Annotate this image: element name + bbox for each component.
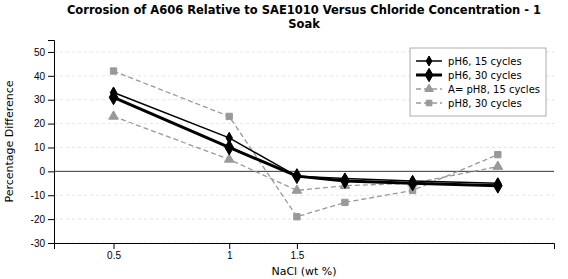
tick-mark <box>48 147 54 148</box>
marker <box>493 161 503 169</box>
marker <box>409 175 415 186</box>
x-axis: 0.5 1 1.5 <box>55 243 555 261</box>
tick-mark <box>48 124 54 125</box>
marker <box>495 151 501 157</box>
tick: 20 <box>34 118 54 129</box>
marker <box>226 132 232 143</box>
tick-label: 10 <box>34 142 46 153</box>
legend: pH6, 15 cycles pH6, 30 cycles A= pH8, 15 c… <box>410 48 546 116</box>
tick-label: 50 <box>34 47 46 58</box>
legend-label: pH8, 30 cycles <box>448 98 522 109</box>
tick: 1 <box>227 243 233 261</box>
marker <box>342 173 348 184</box>
tick-mark <box>229 243 230 249</box>
marker <box>293 169 302 184</box>
legend-item: pH8, 30 cycles <box>416 98 522 109</box>
tick-label: -10 <box>31 190 46 201</box>
series <box>109 111 503 193</box>
marker <box>408 176 417 191</box>
marker <box>226 113 232 119</box>
tick-label: 1 <box>227 250 233 261</box>
marker <box>110 87 116 98</box>
grid-line <box>54 195 554 196</box>
tick-label: 0 <box>39 166 45 177</box>
plot-area: 0.5 1 1.5 -30 -20 -10 0 10 20 30 40 50 pH6, 15 cycle… <box>31 41 555 262</box>
legend-item: pH6, 30 cycles <box>416 68 522 81</box>
tick: 10 <box>34 142 54 153</box>
legend-marker <box>425 68 433 81</box>
tick-label: 20 <box>34 118 46 129</box>
title-line: Corrosion of A606 Relative to SAE1010 Ve… <box>67 3 541 17</box>
tick-label: 30 <box>34 94 46 105</box>
tick-label: 0.5 <box>107 250 121 261</box>
tick-mark <box>48 76 54 77</box>
title-line: Soak <box>288 17 320 31</box>
marker <box>292 185 302 193</box>
tick: 1.5 <box>290 243 304 261</box>
tick-mark <box>114 243 115 249</box>
y-axis-title: Percentage Difference <box>3 80 16 202</box>
legend-marker <box>426 100 432 106</box>
tick-mark <box>48 195 54 196</box>
y-axis: -30 -20 -10 0 10 20 30 40 50 <box>31 41 55 249</box>
legend-box <box>410 48 546 116</box>
grid-line <box>54 147 554 148</box>
tick-mark <box>48 52 54 53</box>
marker <box>494 178 503 193</box>
marker <box>109 111 119 119</box>
tick-label: -30 <box>31 238 46 249</box>
legend-label: pH6, 30 cycles <box>448 70 522 81</box>
tick: 0 <box>39 166 54 177</box>
marker <box>294 214 300 220</box>
tick-label: 40 <box>34 71 46 82</box>
tick: 30 <box>34 94 54 105</box>
legend-marker <box>425 84 434 91</box>
grid-line <box>54 219 554 220</box>
marker <box>342 199 348 205</box>
axis-line <box>48 41 55 244</box>
tick-mark <box>48 171 54 172</box>
legend-label: A= pH8, 15 cycles <box>448 84 540 95</box>
title: Corrosion of A606 Relative to SAE1010 Ve… <box>67 3 541 31</box>
tick: 0.5 <box>107 243 121 261</box>
marker <box>341 173 350 188</box>
tick-mark <box>48 243 54 244</box>
tick: -20 <box>31 214 54 225</box>
marker <box>110 68 116 74</box>
tick-mark <box>48 219 54 220</box>
legend-label: pH6, 15 cycles <box>448 56 522 67</box>
tick: -10 <box>31 190 54 201</box>
legend-item: pH6, 15 cycles <box>416 56 522 67</box>
chart: 0.5 1 1.5 -30 -20 -10 0 10 20 30 40 50 pH6, 15 cycle… <box>0 0 568 279</box>
marker <box>495 178 501 189</box>
legend-item: A= pH8, 15 cycles <box>416 84 540 95</box>
tick-mark <box>297 243 298 249</box>
tick-label: 1.5 <box>290 250 304 261</box>
tick-label: -20 <box>31 214 46 225</box>
marker <box>294 171 300 182</box>
tick-mark <box>48 100 54 101</box>
tick: 40 <box>34 71 54 82</box>
grid-line <box>54 123 554 124</box>
zero-line <box>54 171 554 172</box>
tick: -30 <box>31 238 54 249</box>
axis-line <box>55 244 555 250</box>
legend-marker <box>426 56 432 66</box>
x-axis-title: NaCl (wt %) <box>271 265 336 278</box>
tick: 50 <box>34 47 54 58</box>
line <box>114 116 498 190</box>
